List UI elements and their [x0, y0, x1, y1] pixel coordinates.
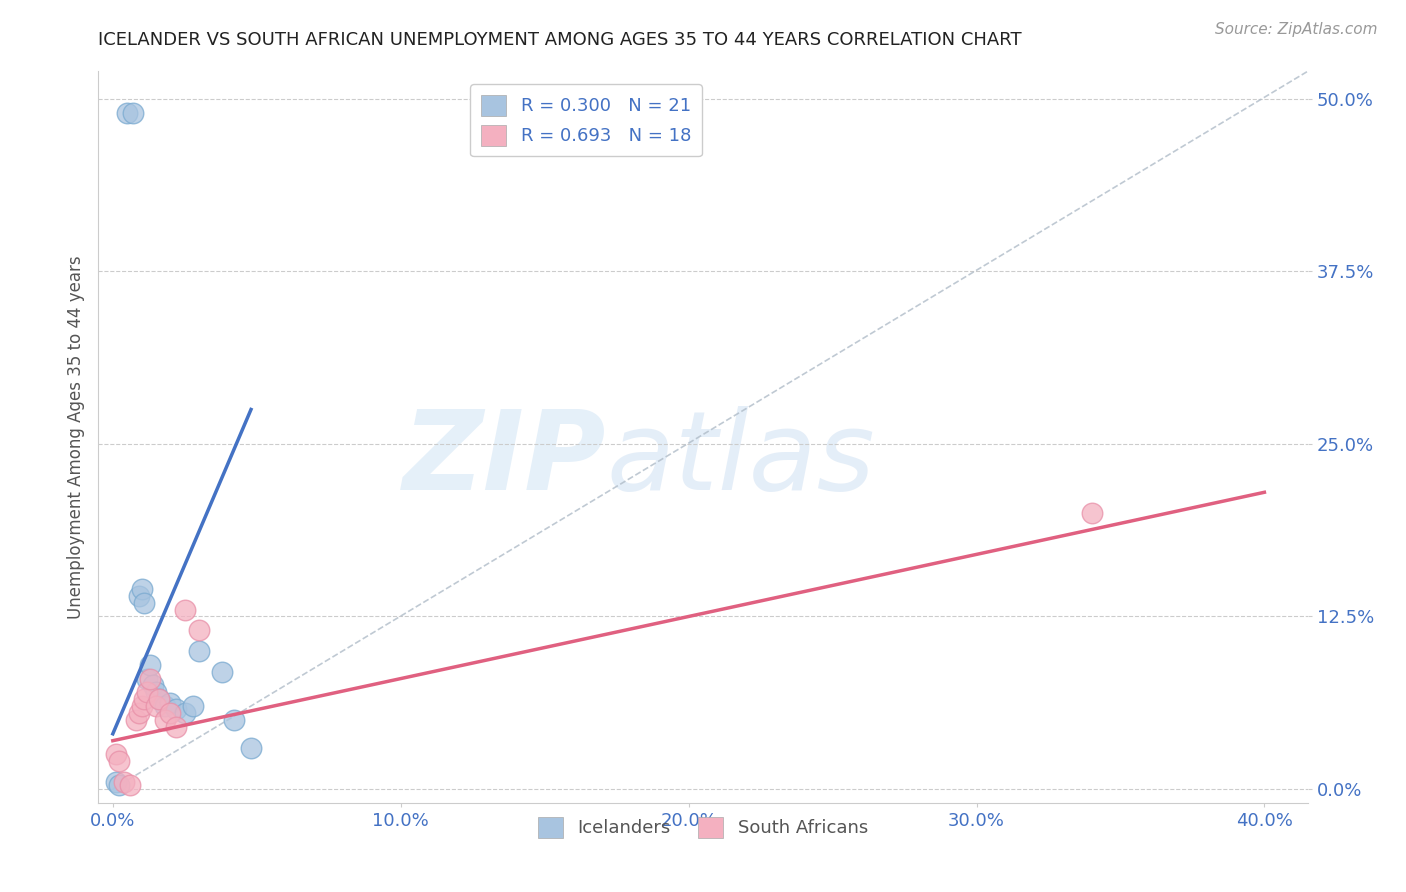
Point [145, 699, 167, 714]
Point [136, 685, 159, 699]
Point [115, 105, 138, 120]
Point [122, 105, 145, 120]
Point [104, 747, 127, 762]
Point [131, 582, 153, 596]
Text: Source: ZipAtlas.com: Source: ZipAtlas.com [1215, 22, 1378, 37]
Point [240, 740, 263, 755]
Text: ICELANDER VS SOUTH AFRICAN UNEMPLOYMENT AMONG AGES 35 TO 44 YEARS CORRELATION CH: ICELANDER VS SOUTH AFRICAN UNEMPLOYMENT … [98, 31, 1022, 49]
Point [173, 706, 195, 720]
Point [159, 697, 181, 711]
Point [145, 685, 167, 699]
Point [128, 706, 150, 720]
Point [134, 596, 156, 610]
Point [104, 775, 127, 789]
Point [183, 699, 205, 714]
Point [107, 778, 129, 792]
Point [125, 713, 148, 727]
Point [120, 778, 142, 792]
Point [136, 672, 159, 686]
Text: atlas: atlas [606, 406, 875, 513]
Point [173, 602, 195, 616]
Point [153, 713, 176, 727]
Point [139, 657, 162, 672]
Point [165, 702, 187, 716]
Point [188, 644, 211, 658]
Point [148, 692, 170, 706]
Point [188, 624, 211, 638]
Point [128, 589, 150, 603]
Point [131, 699, 153, 714]
Point [211, 665, 233, 679]
Point [134, 692, 156, 706]
Point [153, 699, 176, 714]
Point [148, 692, 170, 706]
Legend: Icelanders, South Africans: Icelanders, South Africans [530, 810, 876, 845]
Point [142, 678, 165, 692]
Point [107, 755, 129, 769]
Text: ZIP: ZIP [402, 406, 606, 513]
Y-axis label: Unemployment Among Ages 35 to 44 years: Unemployment Among Ages 35 to 44 years [66, 255, 84, 619]
Point [159, 706, 181, 720]
Point [222, 713, 245, 727]
Point [139, 672, 162, 686]
Point [165, 720, 187, 734]
Point [112, 775, 135, 789]
Point [1080, 506, 1102, 520]
